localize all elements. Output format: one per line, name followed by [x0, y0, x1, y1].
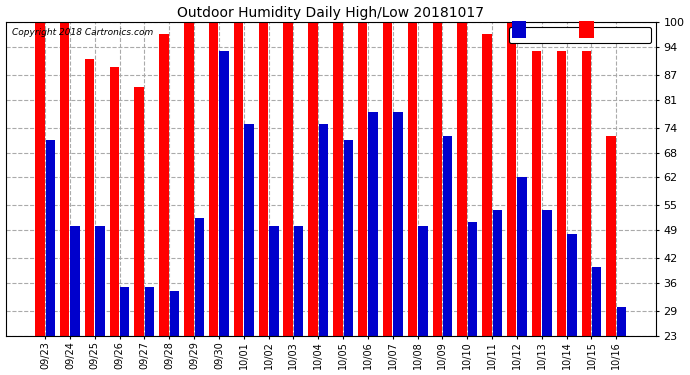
- Bar: [358, 22, 368, 336]
- Bar: [592, 267, 602, 336]
- Bar: [60, 22, 70, 336]
- Bar: [443, 136, 453, 336]
- Bar: [493, 210, 502, 336]
- Bar: [557, 51, 566, 336]
- Bar: [518, 177, 527, 336]
- Bar: [284, 22, 293, 336]
- Bar: [234, 22, 244, 336]
- Bar: [110, 67, 119, 336]
- Bar: [46, 140, 55, 336]
- Bar: [617, 308, 627, 336]
- Bar: [259, 22, 268, 336]
- Bar: [219, 51, 229, 336]
- Bar: [542, 210, 552, 336]
- Bar: [582, 51, 591, 336]
- Bar: [35, 22, 45, 336]
- Bar: [393, 112, 403, 336]
- Bar: [184, 22, 194, 336]
- Bar: [433, 22, 442, 336]
- Bar: [468, 222, 477, 336]
- Bar: [244, 124, 254, 336]
- Bar: [457, 22, 467, 336]
- Bar: [507, 22, 517, 336]
- Legend: Low  (%), High  (%): Low (%), High (%): [509, 27, 651, 43]
- Bar: [319, 124, 328, 336]
- Bar: [368, 112, 378, 336]
- Bar: [269, 226, 279, 336]
- Bar: [567, 234, 577, 336]
- Bar: [532, 51, 541, 336]
- Bar: [333, 22, 343, 336]
- Bar: [308, 22, 318, 336]
- Text: Copyright 2018 Cartronics.com: Copyright 2018 Cartronics.com: [12, 28, 153, 38]
- Bar: [195, 218, 204, 336]
- Bar: [159, 34, 169, 336]
- Bar: [120, 287, 130, 336]
- Title: Outdoor Humidity Daily High/Low 20181017: Outdoor Humidity Daily High/Low 20181017: [177, 6, 484, 20]
- Bar: [85, 59, 95, 336]
- Bar: [418, 226, 428, 336]
- Bar: [209, 22, 219, 336]
- Bar: [344, 140, 353, 336]
- Bar: [482, 34, 492, 336]
- Bar: [294, 226, 304, 336]
- Bar: [408, 22, 417, 336]
- Bar: [145, 287, 155, 336]
- Bar: [170, 291, 179, 336]
- Bar: [135, 87, 144, 336]
- Bar: [607, 136, 615, 336]
- Bar: [383, 22, 393, 336]
- Bar: [95, 226, 105, 336]
- Bar: [70, 226, 80, 336]
